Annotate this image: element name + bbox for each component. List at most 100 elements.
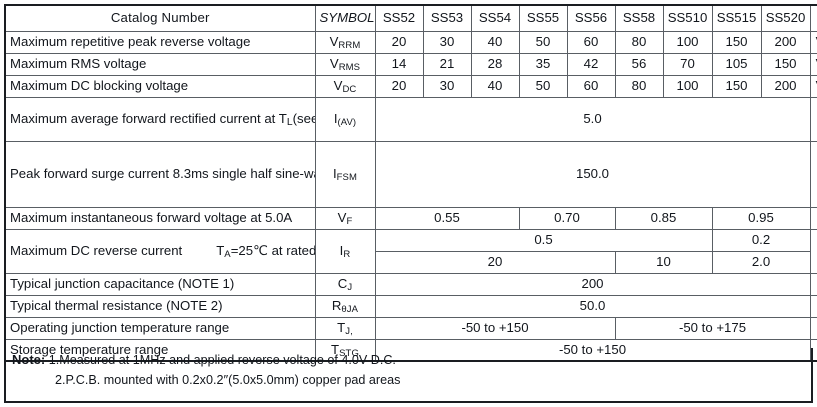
- row-symbol: I(AV): [314, 96, 376, 142]
- header-part-ss515: SS515: [711, 5, 762, 32]
- header-part-ss54: SS54: [470, 5, 520, 32]
- cell-value: 30: [422, 74, 472, 98]
- row-units: pF: [809, 272, 817, 296]
- cell-value: 200: [760, 30, 811, 54]
- cell-value-group: 20: [374, 250, 616, 274]
- row-description: Maximum average forward rectified curren…: [4, 96, 316, 142]
- row-units: mA: [809, 228, 817, 274]
- cell-value: 35: [518, 52, 568, 76]
- cell-value: 200: [760, 74, 811, 98]
- cell-value: 56: [614, 52, 664, 76]
- cell-value-group: -50 to +150: [374, 316, 616, 340]
- row-symbol: IR: [314, 228, 376, 274]
- cell-value: 60: [566, 74, 616, 98]
- row-units: VOLTS: [809, 30, 817, 54]
- cell-value: 80: [614, 74, 664, 98]
- row-description: Maximum DC blocking voltage: [4, 74, 316, 98]
- row-description: Typical junction capacitance (NOTE 1): [4, 272, 316, 296]
- header-part-ss510: SS510: [662, 5, 713, 32]
- row-units: ℃/W: [809, 294, 817, 318]
- cell-value: 20: [374, 74, 424, 98]
- cell-value-merged: 200: [374, 272, 811, 296]
- row-units: Amps: [809, 96, 817, 142]
- cell-value-group: 0.5: [374, 228, 713, 252]
- table-row-tj: Operating junction temperature range TJ,…: [4, 316, 817, 340]
- cell-value-merged: 150.0: [374, 140, 811, 208]
- cell-value: 21: [422, 52, 472, 76]
- cell-value: 105: [711, 52, 762, 76]
- row-symbol: VF: [314, 206, 376, 230]
- row-units: ℃: [809, 338, 817, 362]
- description-line-2: at rated DC blocking voltageTA=100℃: [271, 243, 315, 259]
- cell-value-group: 0.2: [711, 228, 811, 252]
- table-row-iav: Maximum average forward rectified curren…: [4, 96, 817, 142]
- row-symbol: RθJA: [314, 294, 376, 318]
- table-row-vdc: Maximum DC blocking voltage VDC 20 30 40…: [4, 74, 817, 98]
- table-row-rthja: Typical thermal resistance (NOTE 2) RθJA…: [4, 294, 817, 318]
- cell-value: 100: [662, 30, 713, 54]
- table-row-cj: Typical junction capacitance (NOTE 1) CJ…: [4, 272, 817, 296]
- cell-value: 50: [518, 30, 568, 54]
- cell-value-merged: 50.0: [374, 294, 811, 318]
- row-units: Amps: [809, 140, 817, 208]
- table-row-vrrm: Maximum repetitive peak reverse voltage …: [4, 30, 817, 54]
- cell-value-group: 0.85: [614, 206, 713, 230]
- cell-value: 40: [470, 74, 520, 98]
- description-line-2: 8.3ms single half sine-wave superimposed…: [172, 166, 314, 182]
- header-part-ss56: SS56: [566, 5, 616, 32]
- cell-value: 14: [374, 52, 424, 76]
- row-description: Operating junction temperature range: [4, 316, 316, 340]
- row-description: Maximum repetitive peak reverse voltage: [4, 30, 316, 54]
- cell-value: 100: [662, 74, 713, 98]
- row-units: Volts: [809, 206, 817, 230]
- note-1-text: 1.Measured at 1MHz and applied reverse v…: [48, 353, 396, 367]
- description-line-1: Maximum DC reverse current TA=25℃: [10, 243, 268, 261]
- cell-value: 28: [470, 52, 520, 76]
- header-part-ss55: SS55: [518, 5, 568, 32]
- note-line-2: 2.P.C.B. mounted with 0.2x0.2″(5.0x5.0mm…: [12, 370, 805, 389]
- row-units: VOLTS: [809, 74, 817, 98]
- cell-value-group: 10: [614, 250, 713, 274]
- cell-value-group: 2.0: [711, 250, 811, 274]
- cell-value: 40: [470, 30, 520, 54]
- cell-value-group: 0.70: [518, 206, 616, 230]
- table-row-ifsm: Peak forward surge current 8.3ms single …: [4, 140, 817, 208]
- table-row-vrms: Maximum RMS voltage VRMS 14 21 28 35 42 …: [4, 52, 817, 76]
- notes-label: Note:: [12, 352, 46, 367]
- row-units: ℃: [809, 316, 817, 340]
- description-line-1: Maximum average forward rectified curren…: [10, 110, 261, 126]
- row-description: Maximum DC reverse current TA=25℃ at rate…: [4, 228, 316, 274]
- note-line-1: Note: 1.Measured at 1MHz and applied rev…: [12, 351, 805, 370]
- row-symbol: TJ,: [314, 316, 376, 340]
- row-symbol: VRRM: [314, 30, 376, 54]
- cell-value: 150: [711, 30, 762, 54]
- cell-value: 70: [662, 52, 713, 76]
- cell-value: 20: [374, 30, 424, 54]
- note-2-text-post: (5.0x5.0mm) copper pad areas: [228, 372, 401, 387]
- row-symbol: IFSM: [314, 140, 376, 208]
- row-description: Storage temperature range: [4, 338, 316, 362]
- cell-value-merged: 5.0: [374, 96, 811, 142]
- row-description: Maximum RMS voltage: [4, 52, 316, 76]
- row-symbol: TSTG: [314, 338, 376, 362]
- row-symbol: CJ: [314, 272, 376, 296]
- row-description: Maximum instantaneous forward voltage at…: [4, 206, 316, 230]
- header-part-ss52: SS52: [374, 5, 424, 32]
- cell-value: 50: [518, 74, 568, 98]
- inch-mark: ″: [223, 371, 229, 387]
- header-units: UNITS: [809, 5, 817, 32]
- cell-value: 150: [711, 74, 762, 98]
- row-symbol: VDC: [314, 74, 376, 98]
- table-row-tstg: Storage temperature range TSTG -50 to +1…: [4, 338, 817, 362]
- cell-value: 80: [614, 30, 664, 54]
- cell-value-group: -50 to +175: [614, 316, 811, 340]
- row-description: Typical thermal resistance (NOTE 2): [4, 294, 316, 318]
- notes-section: Note: 1.Measured at 1MHz and applied rev…: [4, 348, 813, 403]
- description-line-2: at TL(see fig.1): [264, 110, 314, 128]
- table-row-ir-line1: Maximum DC reverse current TA=25℃ at rate…: [4, 228, 817, 274]
- header-part-ss53: SS53: [422, 5, 472, 32]
